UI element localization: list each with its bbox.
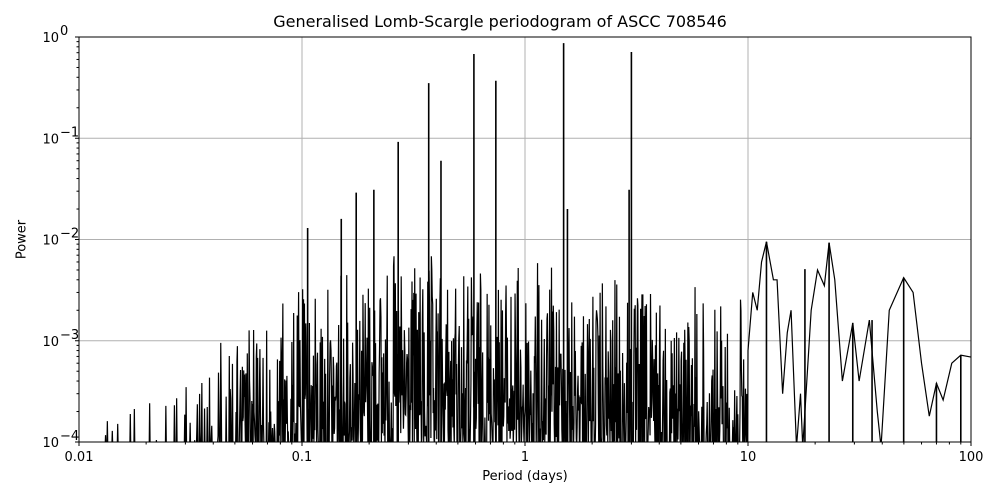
y-tick-label: 10 [42, 335, 59, 350]
y-tick-exponent: 0 [60, 24, 68, 39]
y-tick-exponent: −3 [60, 328, 79, 343]
x-axis-label: Period (days) [482, 469, 568, 484]
y-tick-exponent: −4 [60, 429, 79, 444]
y-tick-label: 10 [42, 31, 59, 46]
y-tick-exponent: −1 [60, 125, 79, 140]
x-tick-label: 10 [740, 450, 757, 465]
x-tick-label: 0.1 [292, 450, 313, 465]
y-tick-exponent: −2 [60, 227, 79, 242]
y-axis-label: Power [14, 219, 30, 260]
x-tick-label: 1 [521, 450, 529, 465]
y-tick-label: 10 [42, 132, 59, 147]
chart-title: Generalised Lomb-Scargle periodogram of … [273, 12, 727, 31]
x-tick-label: 0.01 [65, 450, 94, 465]
spectrum-line [104, 241, 971, 442]
y-tick-label: 10 [42, 234, 59, 249]
x-tick-label: 100 [959, 450, 984, 465]
y-tick-label: 10 [42, 436, 59, 451]
